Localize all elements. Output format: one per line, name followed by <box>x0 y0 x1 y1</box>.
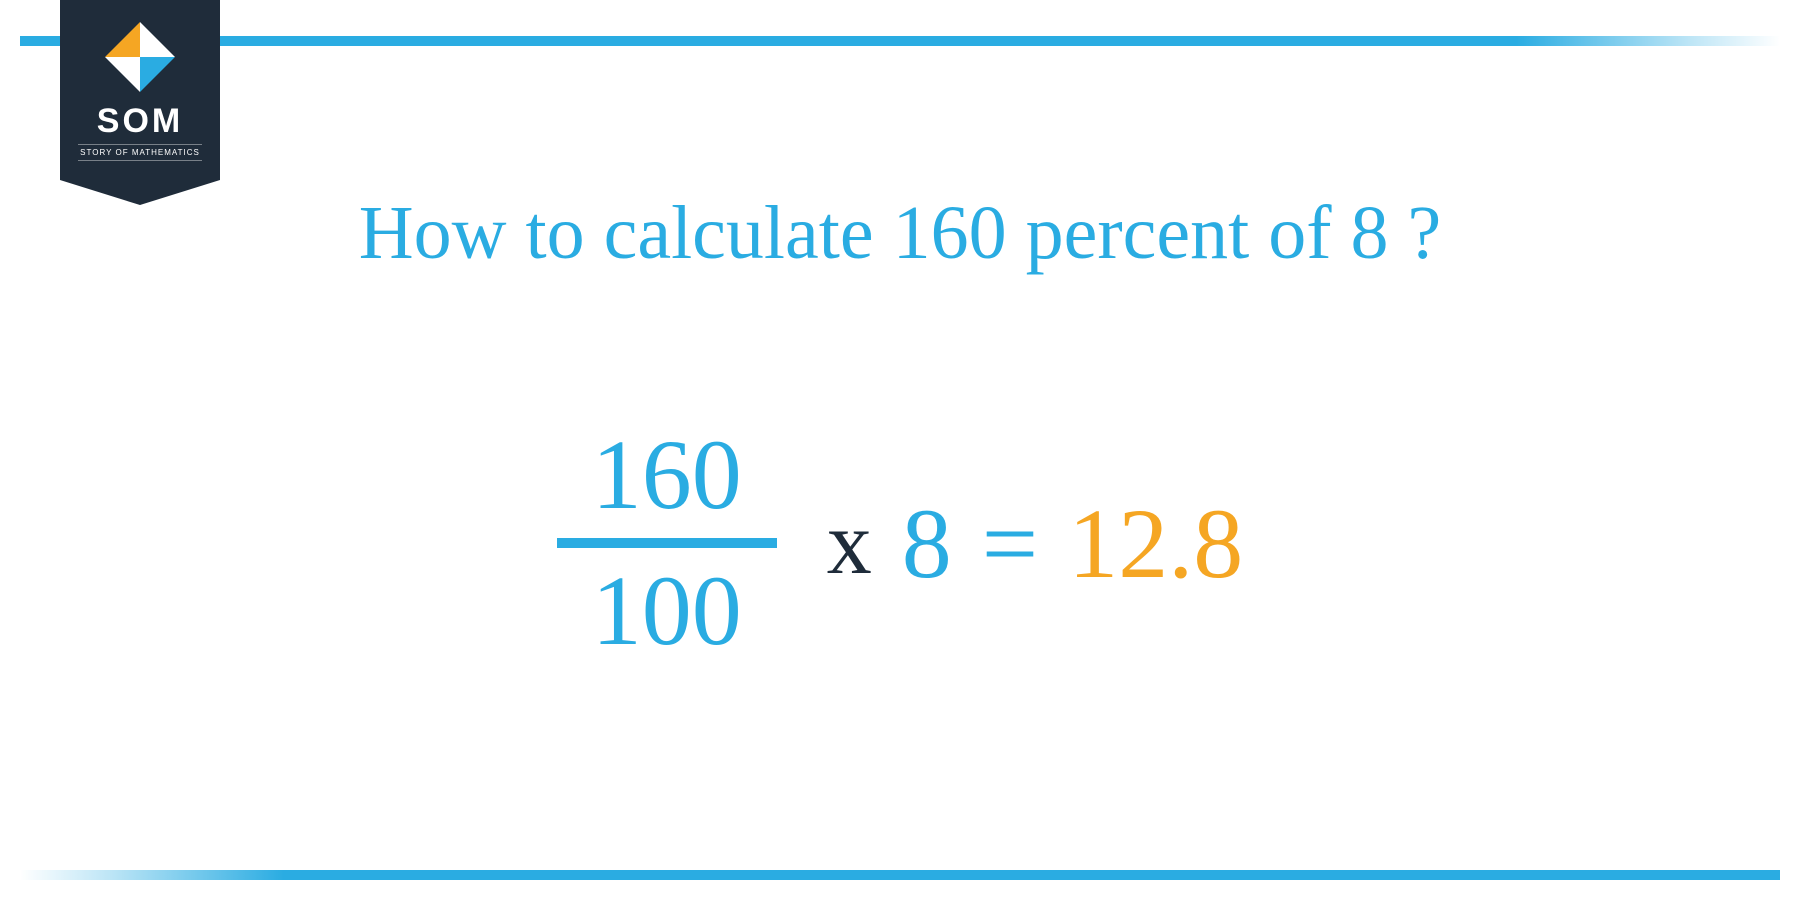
logo-badge: SOM STORY OF MATHEMATICS <box>60 0 220 180</box>
equals-symbol: = <box>982 486 1038 601</box>
operand-value: 8 <box>902 486 952 601</box>
top-accent-bar <box>20 36 1780 46</box>
equation-container: 160 100 x 8 = 12.8 <box>0 420 1800 666</box>
page-title: How to calculate 160 percent of 8 ? <box>0 190 1800 277</box>
bottom-accent-bar <box>20 870 1780 880</box>
multiply-symbol: x <box>827 492 872 595</box>
logo-tagline: STORY OF MATHEMATICS <box>78 144 202 161</box>
fraction-bar <box>557 538 777 548</box>
logo-acronym: SOM <box>60 102 220 141</box>
result-value: 12.8 <box>1068 486 1243 601</box>
logo-icon <box>105 22 175 92</box>
fraction-numerator: 160 <box>592 420 742 530</box>
fraction: 160 100 <box>557 420 777 666</box>
fraction-denominator: 100 <box>592 556 742 666</box>
